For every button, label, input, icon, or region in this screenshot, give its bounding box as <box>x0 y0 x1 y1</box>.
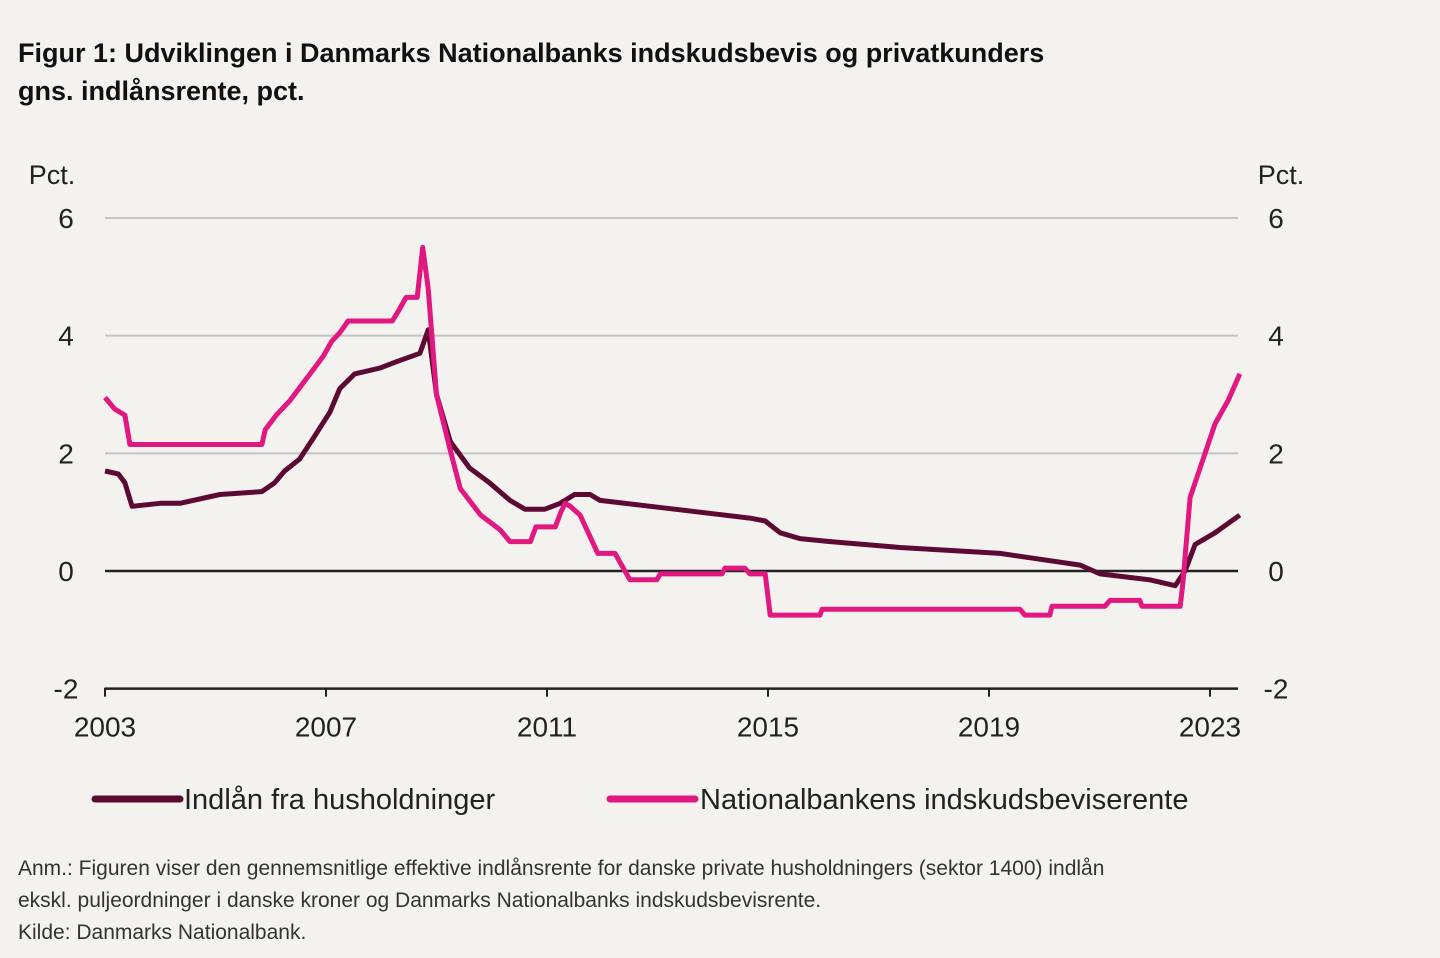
y-tick-label-right: 6 <box>1268 203 1284 234</box>
y-tick-label-left: 0 <box>58 556 74 587</box>
y-tick-label-right: -2 <box>1264 674 1289 705</box>
note-line-2: ekskl. puljeordninger i danske kroner og… <box>18 889 822 912</box>
y-tick-label-right: 0 <box>1268 556 1284 587</box>
x-tick-label: 2019 <box>958 712 1020 743</box>
x-tick-label: 2003 <box>74 712 136 743</box>
note-line-1: Anm.: Figuren viser den gennemsnitlige e… <box>18 857 1105 880</box>
y-axis-label-left: Pct. <box>29 160 76 190</box>
y-tick-label-right: 4 <box>1268 321 1284 352</box>
chart-title: Figur 1: Udviklingen i Danmarks National… <box>18 34 1318 110</box>
series-line-nationalbank-rate <box>103 244 1243 618</box>
title-line-2: gns. indlånsrente, pct. <box>18 76 305 106</box>
legend-label: Indlån fra husholdninger <box>184 784 496 816</box>
y-tick-label-left: 6 <box>58 203 74 234</box>
legend-label: Nationalbankens indskudsbeviserente <box>700 784 1188 816</box>
x-tick-label: 2011 <box>517 712 577 743</box>
y-tick-label-left: 2 <box>58 438 74 469</box>
y-tick-label-right: 2 <box>1268 438 1284 469</box>
y-tick-label-left: 4 <box>58 321 74 352</box>
y-tick-label-left: -2 <box>54 674 79 705</box>
source-note: Kilde: Danmarks Nationalbank. <box>18 921 307 944</box>
x-tick-label: 2007 <box>295 712 357 743</box>
x-tick-label: 2023 <box>1179 712 1241 743</box>
series-line-household-deposits <box>104 327 1242 589</box>
x-tick-label: 2015 <box>737 712 799 743</box>
title-line-1: Figur 1: Udviklingen i Danmarks National… <box>18 38 1045 68</box>
y-axis-label-right: Pct. <box>1258 160 1305 190</box>
